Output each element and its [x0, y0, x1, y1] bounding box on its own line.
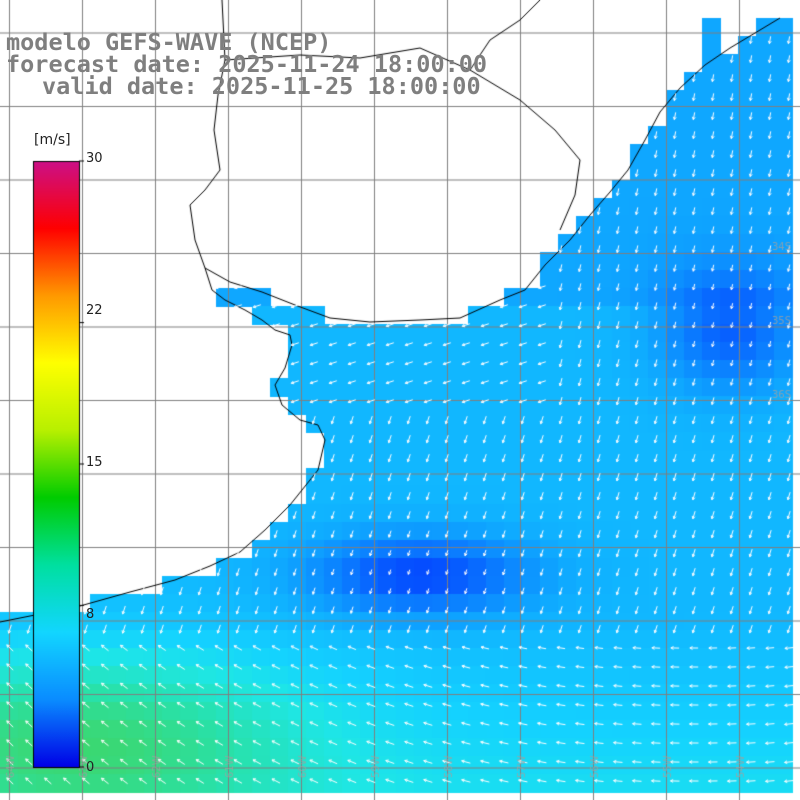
colorbar-tick-8: 8	[86, 607, 95, 622]
colorbar-unit: [m/s]	[34, 132, 71, 148]
model-title: modelo GEFS-WAVE (NCEP)	[6, 28, 332, 56]
valid-date: valid date: 2025-11-25 18:00:00	[42, 72, 481, 100]
colorbar-tick-0: 0	[86, 760, 95, 775]
colorbar-tick-15: 15	[86, 455, 103, 470]
colorbar-tick-30: 30	[86, 151, 103, 166]
colorbar-tick-22: 22	[86, 303, 103, 318]
forecast-date: forecast date: 2025-11-24 18:00:00	[6, 50, 488, 78]
